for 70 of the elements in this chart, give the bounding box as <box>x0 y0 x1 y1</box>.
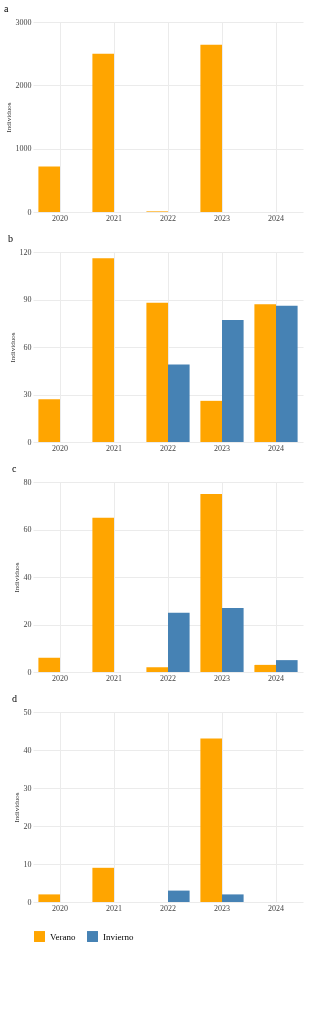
y-tick-label: 0 <box>27 437 32 447</box>
x-tick-label: 2022 <box>160 443 176 453</box>
chart-title: b <box>8 233 13 244</box>
y-tick-label: 0 <box>27 897 32 907</box>
bar <box>276 660 298 672</box>
bar <box>168 890 190 902</box>
bar <box>38 166 60 212</box>
x-tick-label: 2023 <box>214 443 230 453</box>
x-tick-label: 2024 <box>268 213 284 223</box>
bar <box>168 364 190 442</box>
bar <box>92 53 114 212</box>
y-tick-label: 60 <box>23 342 32 352</box>
y-tick-label: 20 <box>23 620 32 629</box>
bar <box>38 894 60 902</box>
bar <box>200 738 222 902</box>
y-tick-label: 50 <box>23 707 32 717</box>
chart-title: d <box>12 693 17 704</box>
legend-label: Invierno <box>103 931 134 942</box>
bar <box>38 399 60 442</box>
x-tick-label: 2023 <box>214 673 230 683</box>
x-tick-label: 2021 <box>106 903 122 913</box>
y-tick-label: 80 <box>23 477 32 487</box>
x-tick-label: 2022 <box>160 903 176 913</box>
y-tick-label: 120 <box>19 247 32 257</box>
y-tick-label: 10 <box>23 859 32 869</box>
x-tick-label: 2022 <box>160 213 176 223</box>
y-tick-label: 40 <box>23 572 32 582</box>
y-tick-label: 30 <box>23 390 32 399</box>
x-tick-label: 2024 <box>268 673 284 683</box>
y-tick-label: 0 <box>27 667 32 677</box>
x-tick-label: 2020 <box>52 443 68 453</box>
bar <box>168 612 190 672</box>
bar <box>222 607 244 672</box>
bar <box>146 667 168 672</box>
bar <box>222 894 244 902</box>
y-tick-label: 2000 <box>15 80 32 90</box>
x-tick-label: 2024 <box>268 903 284 913</box>
x-tick-label: 2020 <box>52 903 68 913</box>
bar <box>254 664 276 672</box>
y-tick-label: 0 <box>27 207 32 217</box>
bar <box>92 258 114 442</box>
x-tick-label: 2020 <box>52 673 68 683</box>
bar <box>200 44 222 212</box>
legend-label: Verano <box>50 931 76 942</box>
bar <box>92 867 114 902</box>
x-tick-label: 2022 <box>160 673 176 683</box>
x-tick-label: 2021 <box>106 213 122 223</box>
y-tick-label: 3000 <box>15 17 32 27</box>
bar <box>146 302 168 442</box>
bar <box>200 400 222 442</box>
y-tick-label: 60 <box>23 525 32 534</box>
x-tick-label: 2021 <box>106 673 122 683</box>
y-tick-label: 90 <box>23 295 32 304</box>
bar <box>254 304 276 442</box>
chart-title: a <box>4 3 9 14</box>
bar <box>222 320 244 442</box>
bar <box>276 305 298 442</box>
chart-title: c <box>12 463 17 474</box>
bar <box>200 493 222 672</box>
bar <box>38 657 60 672</box>
bar <box>92 517 114 672</box>
x-tick-label: 2020 <box>52 213 68 223</box>
y-tick-label: 20 <box>23 821 32 831</box>
x-tick-label: 2023 <box>214 903 230 913</box>
y-tick-label: 40 <box>23 745 32 755</box>
y-tick-label: 1000 <box>15 144 32 154</box>
x-tick-label: 2021 <box>106 443 122 453</box>
y-tick-label: 30 <box>23 783 32 793</box>
x-tick-label: 2024 <box>268 443 284 453</box>
x-tick-label: 2023 <box>214 213 230 223</box>
